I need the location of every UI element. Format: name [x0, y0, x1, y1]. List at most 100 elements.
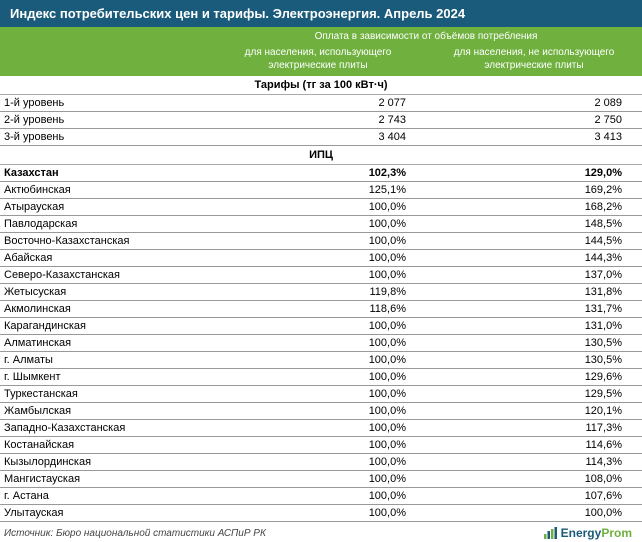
row-label: Костанайская: [0, 437, 210, 453]
logo-text2: Prom: [601, 526, 632, 540]
row-value-col2: 100,0%: [210, 454, 426, 470]
row-value-col2: 100,0%: [210, 352, 426, 368]
row-label: Карагандинская: [0, 318, 210, 334]
row-value-col3: 137,0%: [426, 267, 642, 283]
row-value-col3: 131,0%: [426, 318, 642, 334]
row-value-col2: 100,0%: [210, 505, 426, 521]
column-headers: Оплата в зависимости от объёмов потребле…: [0, 27, 642, 76]
ipc-rows: Актюбинская125,1%169,2%Атырауская100,0%1…: [0, 182, 642, 522]
tariff-section-title: Тарифы (тг за 100 кВт·ч): [0, 76, 642, 95]
row-value-col3: 131,7%: [426, 301, 642, 317]
row-label: г. Алматы: [0, 352, 210, 368]
table-row: Атырауская100,0%168,2%: [0, 199, 642, 216]
row-value-col3: 169,2%: [426, 182, 642, 198]
table-row: Актюбинская125,1%169,2%: [0, 182, 642, 199]
chart-icon: [544, 527, 558, 539]
row-label: 1-й уровень: [0, 95, 210, 111]
row-value-col3: 168,2%: [426, 199, 642, 215]
logo: EnergyProm: [544, 526, 632, 540]
row-label: Атырауская: [0, 199, 210, 215]
col2-header: для населения, использующего электрическ…: [210, 42, 426, 76]
row-value-col3: 144,3%: [426, 250, 642, 266]
table-row: г. Астана100,0%107,6%: [0, 488, 642, 505]
row-value-col3: 131,8%: [426, 284, 642, 300]
table-row: Карагандинская100,0%131,0%: [0, 318, 642, 335]
table-row: 1-й уровень2 0772 089: [0, 95, 642, 112]
row-value-col2: 100,0%: [210, 488, 426, 504]
table-row: Павлодарская100,0%148,5%: [0, 216, 642, 233]
table-row: Жетысуская119,8%131,8%: [0, 284, 642, 301]
row-value-col3: 107,6%: [426, 488, 642, 504]
row-value-col2: 125,1%: [210, 182, 426, 198]
table-row: Восточно-Казахстанская100,0%144,5%: [0, 233, 642, 250]
top-header-line: Оплата в зависимости от объёмов потребле…: [210, 27, 642, 42]
ipc-total-v3: 129,0%: [426, 165, 642, 181]
table-row: Абайская100,0%144,3%: [0, 250, 642, 267]
row-label: Кызылординская: [0, 454, 210, 470]
table-row: Мангистауская100,0%108,0%: [0, 471, 642, 488]
row-value-col3: 114,6%: [426, 437, 642, 453]
row-label: 3-й уровень: [0, 129, 210, 145]
table-row: 2-й уровень2 7432 750: [0, 112, 642, 129]
row-label: Западно-Казахстанская: [0, 420, 210, 436]
row-value-col3: 117,3%: [426, 420, 642, 436]
row-label: 2-й уровень: [0, 112, 210, 128]
row-value-col2: 100,0%: [210, 250, 426, 266]
row-label: Абайская: [0, 250, 210, 266]
row-label: Акмолинская: [0, 301, 210, 317]
row-value-col2: 3 404: [210, 129, 426, 145]
table-row: Северо-Казахстанская100,0%137,0%: [0, 267, 642, 284]
row-value-col3: 120,1%: [426, 403, 642, 419]
row-label: Актюбинская: [0, 182, 210, 198]
row-value-col2: 100,0%: [210, 216, 426, 232]
ipc-total-v2: 102,3%: [210, 165, 426, 181]
table-row: Жамбылская100,0%120,1%: [0, 403, 642, 420]
row-value-col3: 144,5%: [426, 233, 642, 249]
table-row: 3-й уровень3 4043 413: [0, 129, 642, 146]
row-value-col3: 114,3%: [426, 454, 642, 470]
col3-header: для населения, не использующего электрич…: [426, 42, 642, 76]
row-value-col3: 108,0%: [426, 471, 642, 487]
row-label: Павлодарская: [0, 216, 210, 232]
row-label: Улытауская: [0, 505, 210, 521]
row-label: г. Шымкент: [0, 369, 210, 385]
row-value-col2: 2 077: [210, 95, 426, 111]
page-title: Индекс потребительских цен и тарифы. Эле…: [0, 0, 642, 27]
row-label: г. Астана: [0, 488, 210, 504]
table-row: Туркестанская100,0%129,5%: [0, 386, 642, 403]
ipc-total-row: Казахстан 102,3% 129,0%: [0, 165, 642, 182]
source-text: Источник: Бюро национальной статистики А…: [4, 528, 266, 539]
row-value-col2: 2 743: [210, 112, 426, 128]
row-label: Северо-Казахстанская: [0, 267, 210, 283]
row-value-col2: 119,8%: [210, 284, 426, 300]
row-value-col3: 2 089: [426, 95, 642, 111]
row-value-col2: 100,0%: [210, 335, 426, 351]
table-row: Улытауская100,0%100,0%: [0, 505, 642, 522]
row-value-col2: 118,6%: [210, 301, 426, 317]
row-value-col2: 100,0%: [210, 199, 426, 215]
row-value-col2: 100,0%: [210, 369, 426, 385]
row-label: Жамбылская: [0, 403, 210, 419]
row-label: Алматинская: [0, 335, 210, 351]
row-value-col3: 130,5%: [426, 335, 642, 351]
row-label: Восточно-Казахстанская: [0, 233, 210, 249]
row-value-col2: 100,0%: [210, 403, 426, 419]
row-value-col3: 129,6%: [426, 369, 642, 385]
row-value-col3: 129,5%: [426, 386, 642, 402]
footer: Источник: Бюро национальной статистики А…: [0, 522, 642, 542]
table-row: Акмолинская118,6%131,7%: [0, 301, 642, 318]
table-row: Кызылординская100,0%114,3%: [0, 454, 642, 471]
table-row: Западно-Казахстанская100,0%117,3%: [0, 420, 642, 437]
ipc-total-label: Казахстан: [0, 165, 210, 181]
row-value-col3: 3 413: [426, 129, 642, 145]
logo-text1: Energy: [561, 526, 602, 540]
row-label: Туркестанская: [0, 386, 210, 402]
row-value-col3: 100,0%: [426, 505, 642, 521]
table-row: г. Шымкент100,0%129,6%: [0, 369, 642, 386]
row-label: Мангистауская: [0, 471, 210, 487]
row-value-col2: 100,0%: [210, 437, 426, 453]
row-value-col3: 148,5%: [426, 216, 642, 232]
row-value-col3: 130,5%: [426, 352, 642, 368]
tariff-rows: 1-й уровень2 0772 0892-й уровень2 7432 7…: [0, 95, 642, 146]
row-label: Жетысуская: [0, 284, 210, 300]
